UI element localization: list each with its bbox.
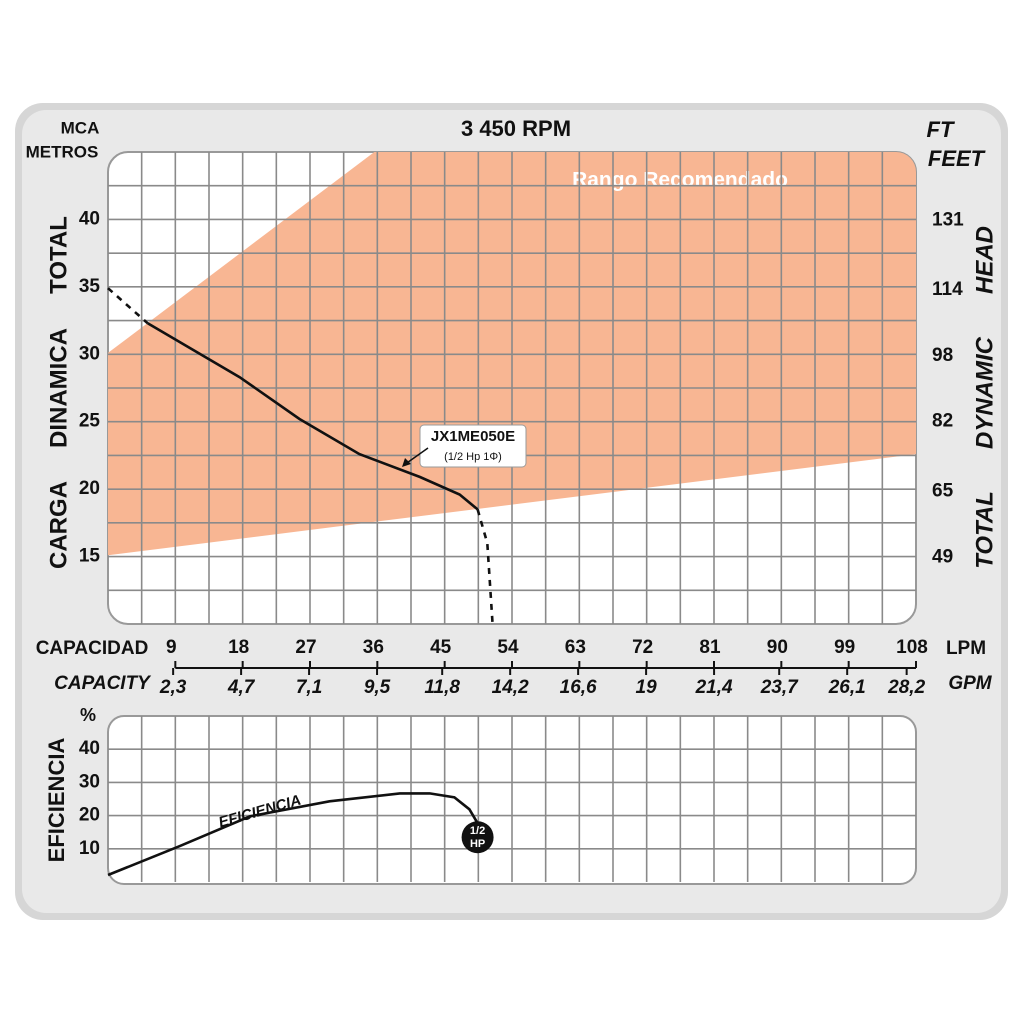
y-tick-label: 10 [79, 838, 100, 859]
annotation-arrowhead [402, 458, 411, 467]
x-tick-label: 99 [834, 637, 855, 658]
x-tick-label: 18 [228, 637, 249, 658]
y-tick-label: 40 [79, 208, 100, 229]
x-tick-label: 81 [699, 637, 721, 658]
panel-layer: 10 20 30 40 [79, 716, 916, 882]
y-label: EFICIENCIA [44, 738, 69, 863]
hp-label: HP [470, 838, 485, 850]
x2-tick-label: 26,1 [828, 677, 866, 698]
x-tick-label: 9 [166, 637, 177, 658]
y-label: DINAMICA [45, 328, 72, 448]
y-tick-label: 30 [79, 771, 100, 792]
y-unit: MCA [61, 118, 100, 137]
x-tick-label: 72 [632, 637, 653, 658]
y2-unit: FEET [928, 146, 986, 171]
x2-tick-label: 11,8 [424, 677, 460, 698]
annotation: JX1ME050E [431, 428, 515, 445]
x-tick-label: 27 [295, 637, 316, 658]
y-tick-label: 20 [79, 478, 100, 499]
y2-unit: FT [927, 117, 955, 142]
y-tick-label: 30 [79, 343, 100, 364]
x-label: CAPACIDAD [36, 638, 149, 659]
y2-tick-label: 114 [932, 279, 963, 300]
x-unit: LPM [946, 638, 986, 659]
x-tick-label: 36 [363, 637, 384, 658]
x2-tick-label: 4,7 [227, 677, 256, 698]
y-label: CARGA [45, 481, 72, 569]
x2-tick-label: 23,7 [760, 677, 799, 698]
y-label: TOTAL [45, 216, 72, 294]
annotation-box [419, 424, 527, 468]
y-tick-label: 40 [79, 738, 100, 759]
x2-tick-label: 9,5 [364, 677, 391, 698]
head-curve [476, 509, 494, 623]
x-tick-label: 54 [497, 637, 519, 658]
y2-tick-label: 49 [932, 546, 953, 567]
x2-tick-label: 16,6 [560, 677, 597, 698]
y-tick-label: 20 [79, 805, 100, 826]
y2-tick-label: 131 [932, 209, 964, 230]
x2-unit: GPM [948, 673, 992, 694]
x-tick-label: 108 [896, 637, 928, 658]
y2-tick-label: 82 [932, 411, 953, 432]
y2-tick-label: 98 [932, 345, 953, 366]
annotation: (1/2 Hp 1Φ) [444, 451, 502, 463]
x2-tick-label: 14,2 [492, 677, 529, 698]
head-curve [107, 287, 149, 325]
chart-title: 3 450 RPM [461, 116, 571, 141]
x2-tick-label: 19 [636, 677, 658, 698]
x-tick-label: 63 [565, 637, 586, 658]
panel-layer: Rango Recomendado15202530354049658298114… [79, 152, 964, 624]
head-curve [147, 322, 479, 511]
x-tick-label: 45 [430, 637, 452, 658]
y-unit: % [80, 705, 96, 725]
y2-label: TOTAL [971, 491, 998, 569]
head-curve [107, 792, 479, 877]
x2-tick-label: 2,3 [159, 677, 187, 698]
hp-marker [461, 821, 494, 854]
y2-label: HEAD [971, 226, 998, 294]
y2-tick-label: 65 [932, 481, 954, 502]
y-unit: METROS [26, 142, 99, 161]
x2-tick-label: 7,1 [296, 677, 322, 698]
x2-tick-label: 28,2 [887, 677, 925, 698]
x-tick-label: 90 [767, 637, 788, 658]
y2-label: DYNAMIC [971, 336, 998, 449]
hp-label: 1/2 [470, 825, 485, 837]
x2-label: CAPACITY [54, 673, 152, 694]
y-tick-label: 35 [79, 276, 101, 297]
y-tick-label: 15 [79, 546, 101, 567]
x2-tick-label: 21,4 [695, 677, 733, 698]
y-tick-label: 25 [79, 411, 101, 432]
